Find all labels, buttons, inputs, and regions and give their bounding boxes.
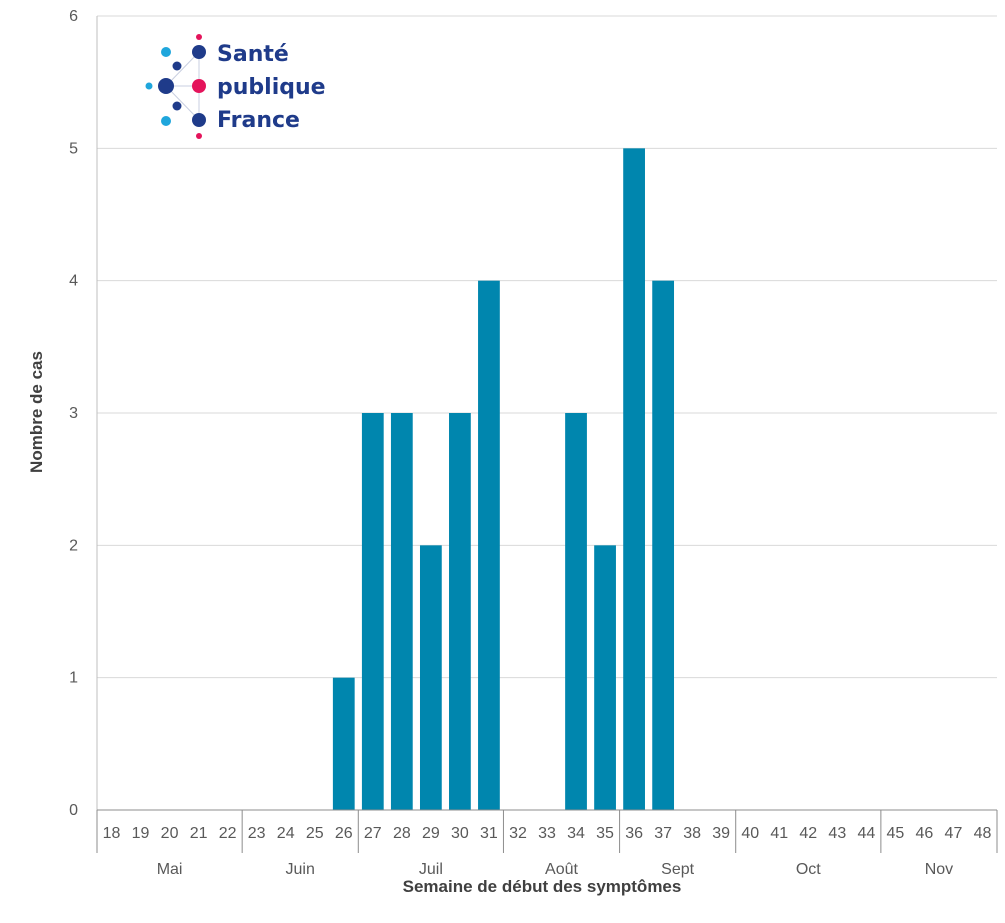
x-tick-label: 26 xyxy=(335,825,353,842)
x-tick-label: 36 xyxy=(625,825,643,842)
bar-week-28 xyxy=(390,413,413,810)
x-tick-label: 21 xyxy=(190,825,208,842)
bar-week-34 xyxy=(565,413,587,810)
x-axis-title: Semaine de début des symptômes xyxy=(403,877,682,896)
x-tick-label: 22 xyxy=(219,825,237,842)
x-tick-label: 34 xyxy=(567,825,585,842)
y-tick-label: 4 xyxy=(69,273,78,290)
month-label: Sept xyxy=(661,861,694,878)
bar-week-35 xyxy=(594,545,616,810)
x-tick-label: 29 xyxy=(422,825,440,842)
x-tick-label: 33 xyxy=(538,825,556,842)
x-tick-label: 23 xyxy=(248,825,266,842)
y-tick-label: 0 xyxy=(69,802,78,819)
x-tick-label: 46 xyxy=(916,825,934,842)
x-tick-label: 48 xyxy=(974,825,992,842)
y-axis-ticks: 0 1 2 3 4 5 6 xyxy=(69,8,78,819)
x-tick-label: 44 xyxy=(857,825,875,842)
bars xyxy=(332,148,675,811)
bar-week-31 xyxy=(478,280,500,811)
x-tick-label: 28 xyxy=(393,825,411,842)
y-tick-label: 5 xyxy=(69,140,78,157)
x-tick-label: 35 xyxy=(596,825,614,842)
month-label: Nov xyxy=(925,861,953,878)
logo-mark-icon xyxy=(145,34,206,139)
x-tick-label: 40 xyxy=(741,825,759,842)
gridlines xyxy=(96,15,997,810)
bar-week-29 xyxy=(419,545,442,810)
bar-week-30 xyxy=(449,413,471,810)
month-label: Juil xyxy=(419,861,443,878)
x-tick-label: 30 xyxy=(451,825,469,842)
x-tick-label: 25 xyxy=(306,825,324,842)
bar-week-26 xyxy=(332,677,355,810)
x-tick-label: 42 xyxy=(799,825,817,842)
x-tick-label: 32 xyxy=(509,825,527,842)
x-tick-label: 38 xyxy=(683,825,701,842)
bar-week-36 xyxy=(623,148,645,811)
month-label: Juin xyxy=(286,861,315,878)
month-label: Août xyxy=(545,861,578,878)
month-label: Mai xyxy=(157,861,183,878)
x-tick-label: 20 xyxy=(161,825,179,842)
logo-line-3: France xyxy=(217,108,300,133)
bar-week-37 xyxy=(652,280,675,811)
sante-publique-france-logo: Santé publique France xyxy=(145,34,326,139)
y-axis-title: Nombre de cas xyxy=(27,351,46,473)
y-tick-label: 2 xyxy=(69,537,78,554)
logo-line-2: publique xyxy=(217,75,326,100)
x-tick-label: 27 xyxy=(364,825,382,842)
x-tick-label: 31 xyxy=(480,825,498,842)
x-tick-label: 39 xyxy=(712,825,730,842)
x-tick-label: 41 xyxy=(770,825,788,842)
bar-week-27 xyxy=(361,413,384,810)
x-tick-label: 43 xyxy=(828,825,846,842)
x-tick-label: 18 xyxy=(103,825,121,842)
x-axis: 18 19 20 21 22 23 24 25 26 27 28 29 30 31 32 33 34 35 36 37… xyxy=(96,809,998,878)
x-tick-label: 19 xyxy=(132,825,150,842)
y-tick-label: 3 xyxy=(69,405,78,422)
x-tick-label: 37 xyxy=(654,825,672,842)
x-tick-label: 24 xyxy=(277,825,295,842)
y-tick-label: 6 xyxy=(69,8,78,25)
y-tick-label: 1 xyxy=(69,670,78,687)
logo-line-1: Santé xyxy=(217,42,289,67)
x-tick-label: 45 xyxy=(886,825,904,842)
month-label: Oct xyxy=(796,861,821,878)
x-tick-label: 47 xyxy=(945,825,963,842)
